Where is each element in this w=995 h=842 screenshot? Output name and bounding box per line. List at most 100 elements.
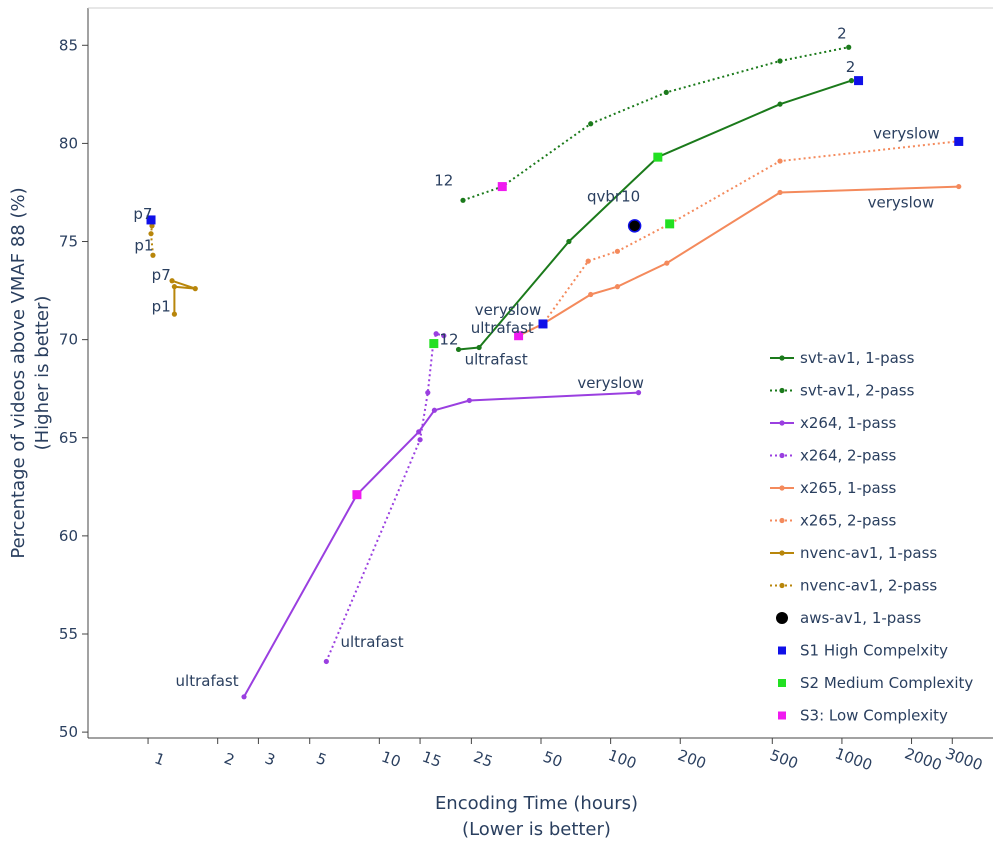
point-x265-1-pass <box>614 284 621 290</box>
point-aws-av1-1-pass <box>627 219 642 233</box>
point-s1-high-compelxity <box>146 215 156 225</box>
legend-item-s1-high-compelxity: S1 High Compelxity <box>778 642 948 660</box>
point-svt-av1-2-pass <box>460 197 466 203</box>
y-tick-label: 75 <box>59 233 78 251</box>
point-svt-av1-1-pass <box>848 78 855 84</box>
point-x265-1-pass <box>664 260 670 266</box>
legend-label: nvenc-av1, 2-pass <box>800 577 937 595</box>
point-x264-1-pass <box>416 429 422 435</box>
series-markers <box>146 44 964 700</box>
point-svt-av1-1-pass <box>777 101 783 107</box>
point-svt-av1-2-pass <box>588 121 594 127</box>
legend-label: S3: Low Complexity <box>800 707 948 725</box>
legend-item-x264-2-pass: x264, 2-pass <box>770 447 897 465</box>
point-x265-1-pass <box>588 291 594 298</box>
legend-item-x264-1-pass: x264, 1-pass <box>770 414 897 432</box>
legend-swatch-dot <box>779 355 785 361</box>
point-x265-2-pass <box>777 158 783 164</box>
legend-label: S1 High Compelxity <box>800 642 948 660</box>
legend-label: svt-av1, 1-pass <box>800 349 915 367</box>
point-svt-av1-1-pass <box>476 344 482 351</box>
point-s3-low-complexity <box>352 490 362 500</box>
legend-label: svt-av1, 2-pass <box>800 382 915 400</box>
point-svt-av1-1-pass <box>566 238 572 245</box>
y-axis-subtitle: (Higher is better) <box>32 296 53 451</box>
point-x264-2-pass <box>417 437 423 443</box>
point-x264-2-pass <box>441 333 447 339</box>
legend-label: x265, 2-pass <box>800 512 897 530</box>
point-svt-av1-2-pass <box>777 58 783 64</box>
point-nvenc-av1-2-pass <box>148 231 154 237</box>
point-s2-medium-complexity <box>665 219 675 229</box>
legend-swatch-dot <box>779 452 785 459</box>
legend-swatch-dot <box>779 485 785 491</box>
point-svt-av1-2-pass <box>846 44 852 50</box>
point-nvenc-av1-1-pass <box>171 284 178 290</box>
point-s3-low-complexity <box>514 331 524 341</box>
annotation-label: veryslow <box>873 125 940 143</box>
legend-item-nvenc-av1-2-pass: nvenc-av1, 2-pass <box>770 577 937 595</box>
legend-swatch-dot <box>779 550 785 556</box>
annotation-label: qvbr10 <box>587 187 640 205</box>
annotation-label: ultrafast <box>176 672 239 690</box>
point-nvenc-av1-2-pass <box>149 223 155 229</box>
series-line-svt-av1-1-pass <box>458 79 852 351</box>
series-line-svt-av1-2-pass <box>462 46 849 202</box>
annotations: 22veryslowveryslow12qvbr10veryslowultraf… <box>133 25 939 691</box>
annotation-label: 12 <box>439 331 458 349</box>
legend-label: x265, 1-pass <box>800 479 897 497</box>
y-tick-label: 70 <box>59 331 78 349</box>
point-s2-medium-complexity <box>653 152 663 162</box>
annotation-label: p7 <box>133 205 152 223</box>
legend-item-svt-av1-1-pass: svt-av1, 1-pass <box>770 349 915 367</box>
legend-item-x265-1-pass: x265, 1-pass <box>770 479 897 497</box>
legend-swatch-square <box>778 679 786 687</box>
series-line-x264-2-pass <box>325 332 445 662</box>
legend-swatch-dot <box>779 420 785 426</box>
series-line-nvenc-av1-1-pass <box>171 279 197 315</box>
annotation-label: p1 <box>152 297 171 315</box>
y-axis-title: Percentage of videos above VMAF 88 (%) <box>8 187 29 558</box>
legend-label: nvenc-av1, 1-pass <box>800 544 937 562</box>
point-s3-low-complexity <box>497 182 507 192</box>
legend-label: x264, 2-pass <box>800 447 897 465</box>
x-axis-title: Encoding Time (hours) <box>435 793 638 814</box>
point-s1-high-compelxity <box>854 76 864 86</box>
legend-swatch-square <box>778 646 786 655</box>
legend-swatch-dot <box>779 517 785 524</box>
point-x265-1-pass <box>777 189 783 196</box>
legend-swatch-dot <box>779 387 785 394</box>
annotation-label: 2 <box>846 58 856 76</box>
point-x265-2-pass <box>585 258 591 264</box>
legend-item-svt-av1-2-pass: svt-av1, 2-pass <box>770 382 915 400</box>
legend-item-x265-2-pass: x265, 2-pass <box>770 512 897 530</box>
annotation-label: ultrafast <box>341 633 404 651</box>
annotation-label: p7 <box>152 266 171 284</box>
point-nvenc-av1-2-pass <box>150 252 156 258</box>
x-tick-label: 25 <box>471 748 495 771</box>
legend-item-s2-medium-complexity: S2 Medium Complexity <box>778 674 973 692</box>
point-svt-av1-2-pass <box>663 89 669 95</box>
series-line-x264-1-pass <box>243 391 639 698</box>
legend-swatch-circle <box>776 612 788 624</box>
point-x264-1-pass <box>431 407 437 413</box>
x-tick-label: 15 <box>420 748 444 771</box>
legend: svt-av1, 1-pass svt-av1, 2-pass x264, 1-pa… <box>770 349 973 725</box>
x-axis-subtitle: (Lower is better) <box>462 819 611 840</box>
annotation-label: 12 <box>434 172 453 190</box>
legend-label: aws-av1, 1-pass <box>800 609 921 627</box>
legend-swatch-square <box>778 711 786 720</box>
point-x264-1-pass <box>635 390 642 396</box>
annotation-label: p1 <box>134 236 153 254</box>
y-tick-label: 85 <box>59 36 78 54</box>
point-x264-2-pass <box>323 658 329 665</box>
y-tick-label: 55 <box>59 625 78 643</box>
annotation-label: ultrafast <box>471 319 534 337</box>
point-s2-medium-complexity <box>429 339 439 349</box>
point-x264-1-pass <box>466 397 472 404</box>
y-tick-label: 80 <box>59 134 78 152</box>
legend-label: S2 Medium Complexity <box>800 674 973 692</box>
point-x265-2-pass <box>614 248 621 254</box>
point-nvenc-av1-1-pass <box>171 311 178 317</box>
